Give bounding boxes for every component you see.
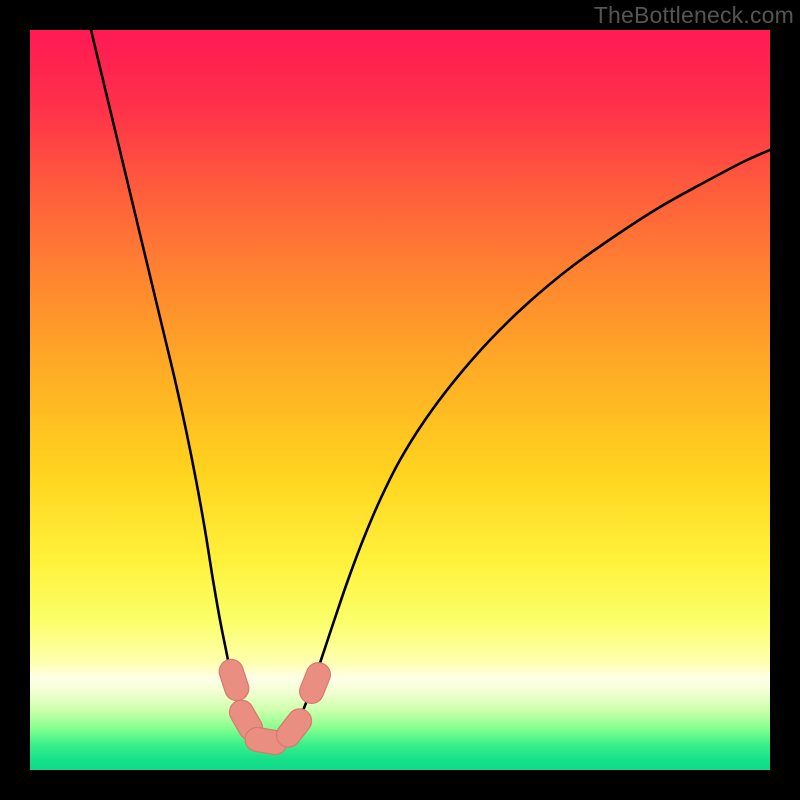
- watermark-label: TheBottleneck.com: [594, 2, 794, 29]
- chart-svg: [0, 0, 800, 800]
- chart-frame: TheBottleneck.com: [0, 0, 800, 800]
- chart-background: [30, 30, 770, 770]
